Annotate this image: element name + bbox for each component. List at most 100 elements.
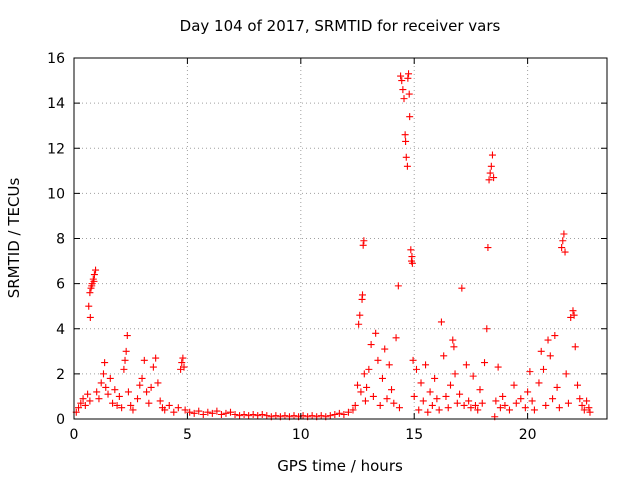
data-point (494, 363, 502, 371)
data-point (308, 412, 316, 420)
data-point (122, 347, 130, 355)
data-point (512, 399, 520, 407)
data-point (340, 410, 348, 418)
data-point (106, 374, 114, 382)
data-point (580, 406, 588, 414)
data-point (412, 365, 420, 373)
data-point (397, 72, 405, 80)
data-point (104, 390, 112, 398)
y-tick-label: 4 (56, 322, 65, 338)
data-point (486, 169, 494, 177)
data-point (381, 345, 389, 353)
data-point (226, 408, 234, 416)
data-point (317, 412, 325, 420)
data-point (447, 381, 455, 389)
data-point (481, 359, 489, 367)
data-point (372, 329, 380, 337)
data-point (93, 388, 101, 396)
data-point (245, 412, 253, 420)
data-point (102, 383, 110, 391)
data-point (433, 395, 441, 403)
data-point (138, 374, 146, 382)
data-point (417, 379, 425, 387)
data-point (442, 392, 450, 400)
data-point (492, 397, 500, 405)
data-point (140, 356, 148, 364)
data-point (363, 383, 371, 391)
data-point (471, 401, 479, 409)
data-point (400, 95, 408, 103)
data-point (451, 370, 459, 378)
data-point (129, 406, 137, 414)
data-point (521, 404, 529, 412)
x-tick-label: 20 (519, 427, 537, 443)
grid-lines (74, 58, 607, 419)
y-tick-label: 14 (47, 96, 65, 112)
data-point (174, 404, 182, 412)
data-point (450, 343, 458, 351)
data-point (369, 392, 377, 400)
data-point (574, 381, 582, 389)
data-point (81, 401, 89, 409)
data-point (586, 408, 594, 416)
chart-title: Day 104 of 2017, SRMTID for receiver var… (180, 17, 501, 35)
data-point (484, 244, 492, 252)
data-point (419, 397, 427, 405)
data-point (431, 374, 439, 382)
data-point (517, 395, 525, 403)
data-point (376, 401, 384, 409)
data-point (569, 307, 577, 315)
data-point (467, 404, 475, 412)
data-point (217, 410, 225, 418)
y-tick-labels: 0 2 4 6 8 10 12 14 16 (47, 51, 65, 428)
data-point (402, 137, 410, 145)
data-point (415, 406, 423, 414)
data-point (86, 313, 94, 321)
data-points (72, 70, 594, 421)
data-point (359, 241, 367, 249)
data-point (178, 359, 186, 367)
data-point (564, 399, 572, 407)
data-point (199, 410, 207, 418)
data-point (465, 397, 473, 405)
data-point (422, 361, 430, 369)
y-tick-label: 16 (47, 51, 65, 67)
data-point (390, 399, 398, 407)
data-point (161, 406, 169, 414)
data-point (530, 406, 538, 414)
data-point (354, 381, 362, 389)
data-point (405, 70, 413, 78)
data-point (97, 379, 105, 387)
data-point (410, 392, 418, 400)
data-point (539, 365, 547, 373)
data-point (335, 409, 343, 417)
data-point (190, 409, 198, 417)
data-point (79, 395, 87, 403)
data-point (435, 406, 443, 414)
data-point (118, 404, 126, 412)
data-point (84, 390, 92, 398)
data-point (570, 311, 578, 319)
data-point (101, 359, 109, 367)
data-point (86, 289, 94, 297)
data-point (558, 244, 566, 252)
data-point (349, 406, 357, 414)
data-point (407, 246, 415, 254)
data-point (258, 410, 266, 418)
plot-frame (73, 57, 608, 420)
data-point (403, 162, 411, 170)
data-point (249, 410, 257, 418)
data-point (395, 404, 403, 412)
y-axis-label: SRMTID / TECUs (5, 178, 23, 299)
data-point (456, 390, 464, 398)
data-point (510, 381, 518, 389)
data-point (236, 412, 244, 420)
data-point (95, 395, 103, 403)
data-point (424, 408, 432, 416)
data-point (213, 407, 221, 415)
data-point (458, 284, 466, 292)
data-point (195, 407, 203, 415)
data-point (75, 404, 83, 412)
data-point (496, 404, 504, 412)
data-point (367, 341, 375, 349)
